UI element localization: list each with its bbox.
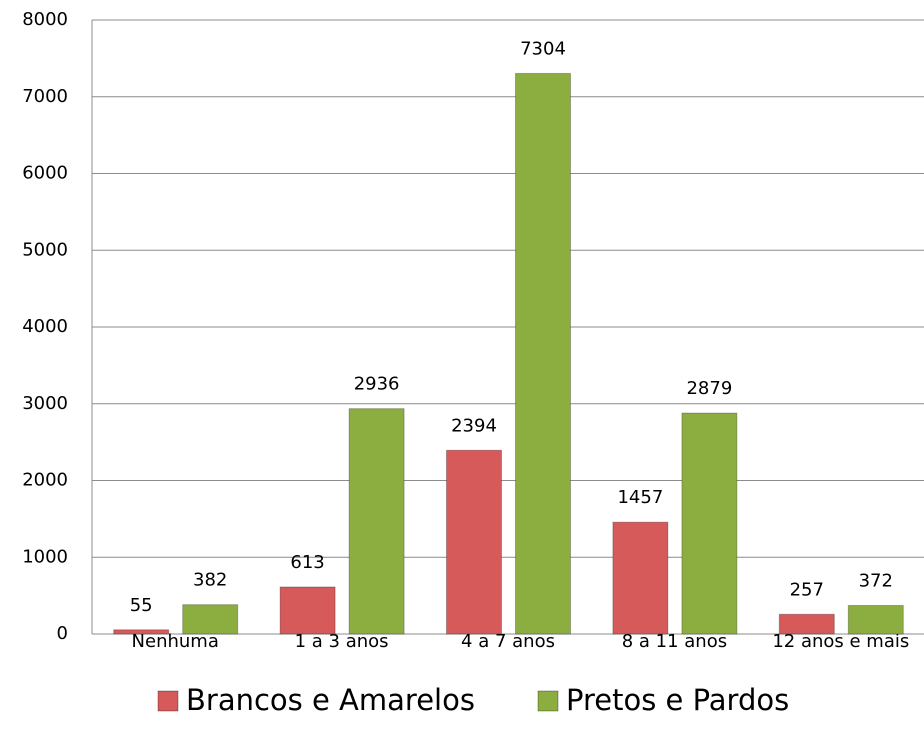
y-tick-label: 6000 (22, 163, 68, 184)
bar (778, 613, 835, 635)
y-tick-label: 7000 (22, 86, 68, 107)
bar (279, 586, 336, 635)
y-tick-label: 1000 (22, 546, 68, 567)
y-tick-label: 4000 (22, 316, 68, 337)
bar (348, 408, 405, 635)
bar (681, 412, 738, 635)
legend-label: Brancos e Amarelos (186, 683, 475, 717)
x-tick-label: 12 anos e mais (772, 631, 909, 652)
data-label: 257 (790, 579, 824, 600)
bar (515, 72, 571, 635)
bar (113, 629, 170, 635)
bar (847, 604, 904, 635)
y-tick-label: 2000 (22, 470, 68, 491)
data-label: 7304 (520, 38, 566, 59)
data-label: 372 (859, 570, 893, 591)
y-tick-label: 3000 (22, 393, 68, 414)
data-label: 55 (130, 595, 153, 616)
legend-label: Pretos e Pardos (566, 683, 789, 717)
data-label: 2879 (686, 378, 732, 399)
y-tick-label: 8000 (22, 9, 68, 30)
bar (182, 604, 239, 635)
y-tick-label: 5000 (22, 239, 68, 260)
data-label: 1457 (617, 487, 663, 508)
x-tick-label: 1 a 3 anos (295, 631, 389, 652)
bar (446, 449, 502, 635)
legend-swatch (537, 690, 559, 712)
x-tick-label: 4 a 7 anos (461, 631, 555, 652)
y-tick-label: 0 (57, 623, 68, 644)
data-label: 2936 (354, 374, 400, 395)
x-tick-label: Nenhuma (132, 631, 219, 652)
x-tick-label: 8 a 11 anos (622, 631, 727, 652)
bar (612, 521, 669, 635)
data-label: 2394 (451, 415, 497, 436)
data-label: 613 (290, 552, 324, 573)
legend-swatch (157, 690, 179, 712)
data-label: 382 (193, 570, 227, 591)
